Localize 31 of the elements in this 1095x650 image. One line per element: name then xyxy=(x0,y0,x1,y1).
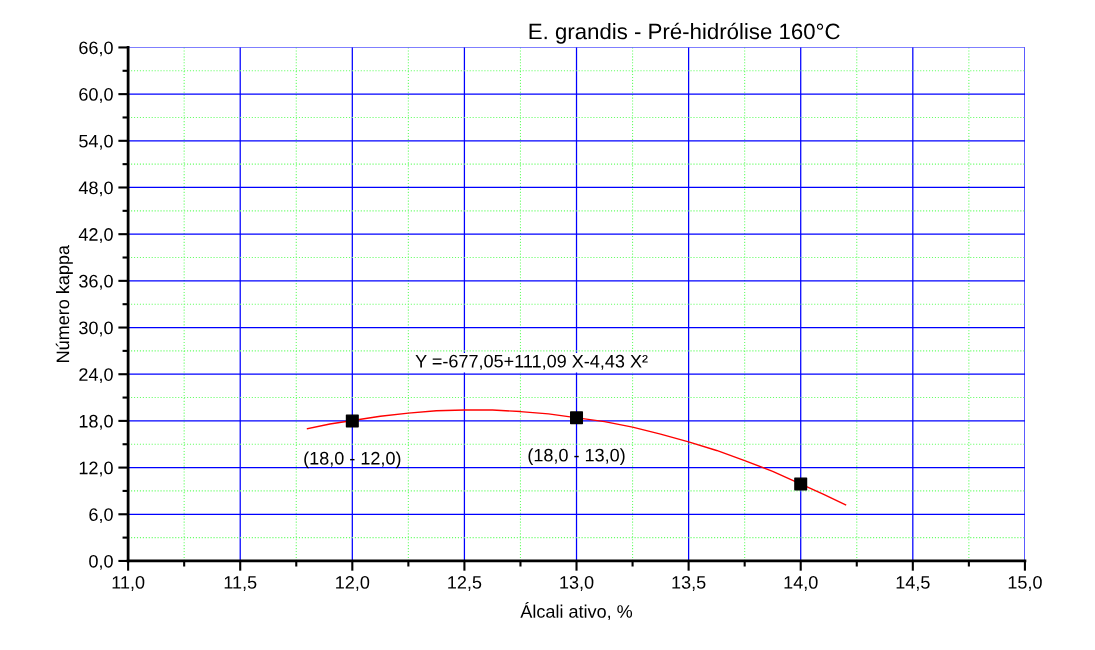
y-tick-label: 36,0 xyxy=(79,274,113,290)
x-tick-label: 12,0 xyxy=(336,576,370,591)
x-tick-label: 11,5 xyxy=(224,576,257,591)
y-tick-label: 0,0 xyxy=(89,554,113,570)
point xyxy=(570,411,584,425)
point xyxy=(345,414,359,428)
annotation: Y =-677,05+111,09 X-4,43 X² xyxy=(415,354,648,370)
chart-title: E. grandis - Pré-hidrólise 160°C xyxy=(529,22,840,44)
x-tick-label: 13,5 xyxy=(672,576,706,591)
x-axis-title: Álcali ativo, % xyxy=(520,602,633,621)
y-tick-label: 18,0 xyxy=(79,414,113,430)
line-series xyxy=(306,409,847,506)
y-tick-label: 42,0 xyxy=(78,228,113,244)
y-tick-label: 12,0 xyxy=(79,461,113,477)
x-tick-label: 11,0 xyxy=(112,576,145,591)
y-tick-label: 66,0 xyxy=(79,41,113,57)
x-tick-label: 14,5 xyxy=(896,576,930,591)
y-tick-label: 60,0 xyxy=(79,88,113,103)
x-tick-label: 15,0 xyxy=(1008,576,1042,591)
annotation: (18,0 - 13,0) xyxy=(528,448,625,466)
annotation: (18,0 - 12,0) xyxy=(304,451,401,469)
y-tick-label: 54,0 xyxy=(79,134,113,150)
y-axis-title: Número kappa xyxy=(55,244,73,362)
y-tick-label: 48,0 xyxy=(78,181,113,197)
y-tick-label: 30,0 xyxy=(79,321,113,337)
y-tick-label: 6,0 xyxy=(89,508,113,524)
point xyxy=(794,477,808,491)
x-tick-label: 12,5 xyxy=(448,576,482,591)
y-tick-label: 24,0 xyxy=(79,368,113,384)
x-tick-label: 13,0 xyxy=(560,576,594,591)
x-tick-label: 14,0 xyxy=(784,576,818,591)
